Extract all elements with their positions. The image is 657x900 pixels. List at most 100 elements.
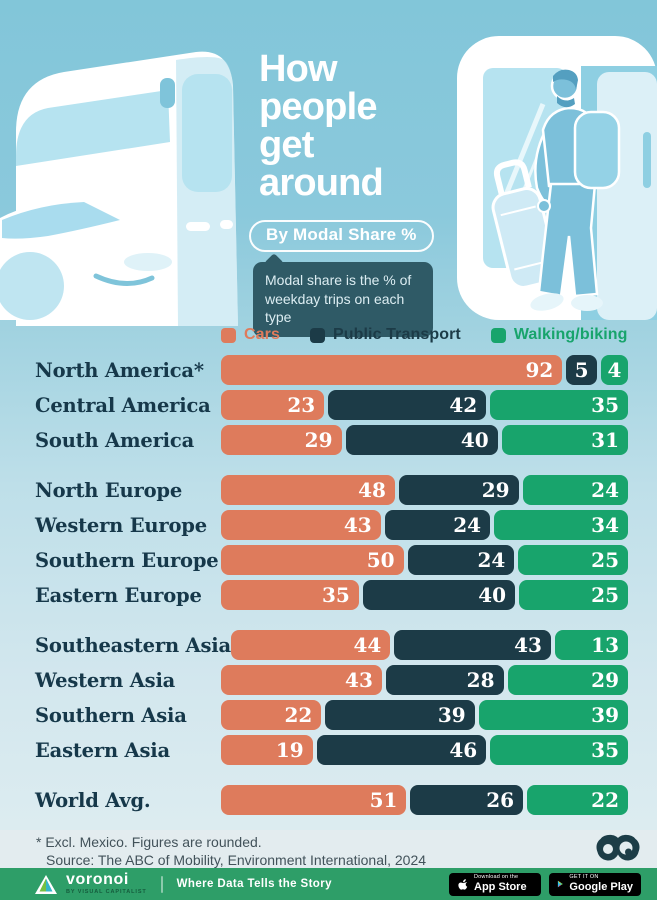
chart-row: Central America 23 42 35 <box>35 390 628 420</box>
bar-segment: 43 <box>394 630 551 660</box>
bar-value: 25 <box>591 583 620 607</box>
bar-value: 43 <box>345 668 373 692</box>
bar-segment: 43 <box>221 510 381 540</box>
row-label: Eastern Europe <box>35 583 202 607</box>
bar-value: 23 <box>287 393 316 417</box>
bar-segment: 35 <box>490 735 629 765</box>
divider <box>160 875 163 893</box>
chart-row: North Europe 48 29 24 <box>35 475 628 505</box>
row-label: Eastern Asia <box>35 738 170 762</box>
bar-segment: 34 <box>494 510 628 540</box>
bar-value: 4 <box>607 358 622 382</box>
chart-row: Eastern Europe 35 40 25 <box>35 580 629 610</box>
bar-value: 43 <box>514 633 542 657</box>
bar-segment: 46 <box>316 735 487 765</box>
stacked-bar: 50 24 25 <box>221 545 628 575</box>
bar-value: 40 <box>460 428 489 452</box>
bar-value: 28 <box>466 668 495 692</box>
bar-value: 24 <box>591 478 619 502</box>
bar-value: 29 <box>304 428 333 452</box>
bar-segment: 51 <box>221 785 407 815</box>
google-play-icon <box>557 880 563 888</box>
bar-value: 29 <box>481 478 510 502</box>
legend-swatch <box>490 327 506 343</box>
bar-value: 13 <box>591 633 619 657</box>
bar-segment: 50 <box>221 545 404 575</box>
row-label: Southern Europe <box>35 548 219 572</box>
bar-value: 43 <box>343 513 372 537</box>
bus-and-car-illustration <box>0 51 238 326</box>
bar-segment: 42 <box>328 390 487 420</box>
chart-rows: North America* 92 5 4 Central America 23 42 35 S… <box>35 355 629 815</box>
legend-label: Public Transport <box>332 326 461 343</box>
bar-segment: 25 <box>518 545 628 575</box>
bar-segment: 22 <box>221 700 322 730</box>
row-label: Central America <box>35 393 211 417</box>
legend: Cars Public Transport Walking/biking <box>221 326 628 344</box>
chart-row: Southeastern Asia 44 43 13 <box>35 630 628 660</box>
bar-segment: 43 <box>221 665 382 695</box>
stacked-bar: 43 28 29 <box>221 665 628 695</box>
row-label: Southern Asia <box>35 703 187 727</box>
brand-name: voronoi <box>66 871 129 889</box>
bar-value: 29 <box>591 668 619 692</box>
voronoi-logo: voronoi BY VISUAL CAPITALIST <box>34 872 147 896</box>
voronoi-triangle-icon <box>35 874 57 894</box>
legend-item-public-transport: Public Transport <box>309 326 461 344</box>
bar-segment: 48 <box>221 475 395 505</box>
row-label: South America <box>35 428 194 452</box>
bar-segment: 39 <box>325 700 475 730</box>
bar-segment: 24 <box>384 510 491 540</box>
bar-value: 24 <box>477 548 506 572</box>
chart-row: Southern Asia 22 39 39 <box>35 700 628 730</box>
chart-row: Western Europe 43 24 34 <box>35 510 628 540</box>
chart-row: North America* 92 5 4 <box>35 355 628 385</box>
bar-value: 51 <box>369 788 398 812</box>
bar-segment: 35 <box>221 580 359 610</box>
app-store-badge[interactable]: Download on the App Store <box>449 872 541 896</box>
bar-segment: 92 <box>221 355 563 385</box>
legend-label: Walking/biking <box>513 326 628 343</box>
bar-value: 48 <box>358 478 386 502</box>
bar-segment: 29 <box>398 475 519 505</box>
apple-icon <box>458 878 468 890</box>
stacked-bar: 22 39 39 <box>221 700 628 730</box>
row-label: World Avg. <box>35 788 151 812</box>
page-title: How people get around <box>259 48 384 204</box>
bar-segment: 19 <box>221 735 313 765</box>
stacked-bar: 29 40 31 <box>221 425 628 455</box>
brand-tagline: Where Data Tells the Story <box>176 878 332 890</box>
bar-segment: 29 <box>507 665 628 695</box>
stacked-bar: 44 43 13 <box>230 630 628 660</box>
legend-item-cars: Cars <box>221 326 280 344</box>
tooltip-line-2: weekday trips on each type <box>265 290 405 326</box>
bar-value: 42 <box>449 393 478 417</box>
bar-value: 39 <box>591 703 619 727</box>
bar-segment: 40 <box>362 580 516 610</box>
bar-segment: 26 <box>410 785 524 815</box>
chart-row: Southern Europe 50 24 25 <box>35 545 628 575</box>
bar-value: 31 <box>591 428 619 452</box>
bar-value: 92 <box>525 358 554 382</box>
row-label: Western Asia <box>35 668 176 692</box>
bar-value: 34 <box>591 513 619 537</box>
stacked-bar: 92 5 4 <box>221 355 628 385</box>
google-play-badge[interactable]: GET IT ON Google Play <box>549 872 641 896</box>
bar-segment: 39 <box>478 700 628 730</box>
bar-segment: 28 <box>385 665 504 695</box>
bar-value: 40 <box>478 583 507 607</box>
google-play-big-text: Google Play <box>569 881 633 893</box>
bar-value: 35 <box>591 393 619 417</box>
footnote-line-2: Source: The ABC of Mobility, Environment… <box>46 852 427 868</box>
brand-bar: voronoi BY VISUAL CAPITALIST Where Data … <box>0 868 657 900</box>
legend-label: Cars <box>244 326 280 343</box>
modal-share-tooltip: Modal share is the % of weekday trips on… <box>253 262 433 337</box>
voronoi-binoculars-icon <box>596 834 640 861</box>
app-store-small-text: Download on the <box>474 874 519 880</box>
bar-value: 22 <box>284 703 313 727</box>
stacked-bar: 48 29 24 <box>221 475 628 505</box>
chart-row: South America 29 40 31 <box>35 425 628 455</box>
legend-swatch <box>221 327 236 343</box>
bar-value: 35 <box>321 583 350 607</box>
